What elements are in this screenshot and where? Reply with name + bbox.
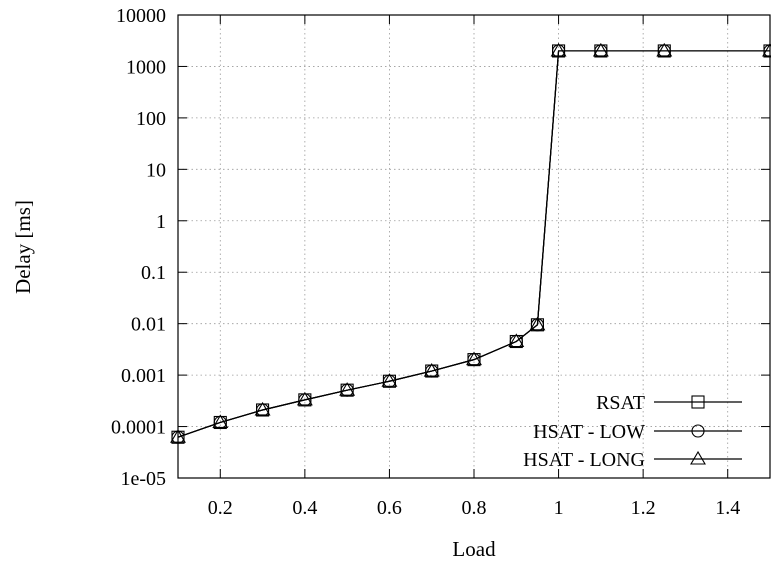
data-point	[656, 42, 673, 57]
y-axis-title: Delay [ms]	[11, 200, 35, 294]
y-tick-label: 1000	[126, 56, 166, 78]
data-series	[170, 42, 771, 444]
data-point	[339, 382, 356, 396]
legend-label: RSAT	[596, 392, 645, 414]
plot-frame	[177, 14, 771, 479]
y-tick-label: 0.001	[121, 365, 166, 387]
data-point	[381, 373, 398, 387]
series-line	[177, 50, 770, 438]
x-tick-label: 0.6	[377, 497, 402, 519]
legend-marker	[690, 450, 706, 465]
y-tick-label: 0.1	[141, 262, 166, 284]
x-tick-label: 1	[554, 497, 564, 519]
data-point	[550, 42, 567, 57]
x-tick-label: 1.2	[631, 497, 656, 519]
x-tick-label: 0.4	[292, 497, 317, 519]
x-axis-title: Load	[452, 537, 496, 561]
data-point	[423, 362, 440, 377]
legend-marker	[691, 395, 705, 409]
data-point	[592, 42, 609, 57]
y-tick-label: 10	[146, 159, 166, 181]
data-point	[296, 391, 313, 406]
data-point	[254, 401, 271, 416]
legend-label: HSAT - LOW	[533, 421, 645, 443]
grid-lines	[178, 14, 770, 479]
legend-label: HSAT - LONG	[523, 449, 645, 471]
y-tick-label: 1	[156, 211, 166, 233]
y-tick-label: 100	[136, 108, 166, 130]
data-point	[529, 316, 546, 331]
series-circle	[171, 44, 771, 444]
legend-marker	[691, 424, 705, 438]
series-line	[177, 50, 770, 438]
x-tick-label: 0.2	[208, 497, 233, 519]
y-tick-label: 0.0001	[111, 417, 166, 439]
y-tick-label: 0.01	[131, 314, 166, 336]
x-tick-label: 0.8	[462, 497, 487, 519]
y-tick-label: 1e-05	[120, 468, 166, 490]
series-triangle	[170, 42, 771, 443]
series-square	[171, 44, 771, 444]
legend: RSAT HSAT - LOW HSAT - LONG	[523, 392, 742, 471]
series-line	[177, 50, 770, 438]
data-point	[466, 351, 482, 366]
data-point	[508, 333, 525, 348]
x-tick-label: 1.4	[715, 497, 740, 519]
tick-labels: 0.2 0.4 0.6 0.8 1 1.2 1.4 1e-05 0.0001 0.001 0.01 0…	[111, 5, 740, 519]
y-tick-label: 10000	[116, 5, 166, 27]
data-point	[212, 414, 229, 429]
